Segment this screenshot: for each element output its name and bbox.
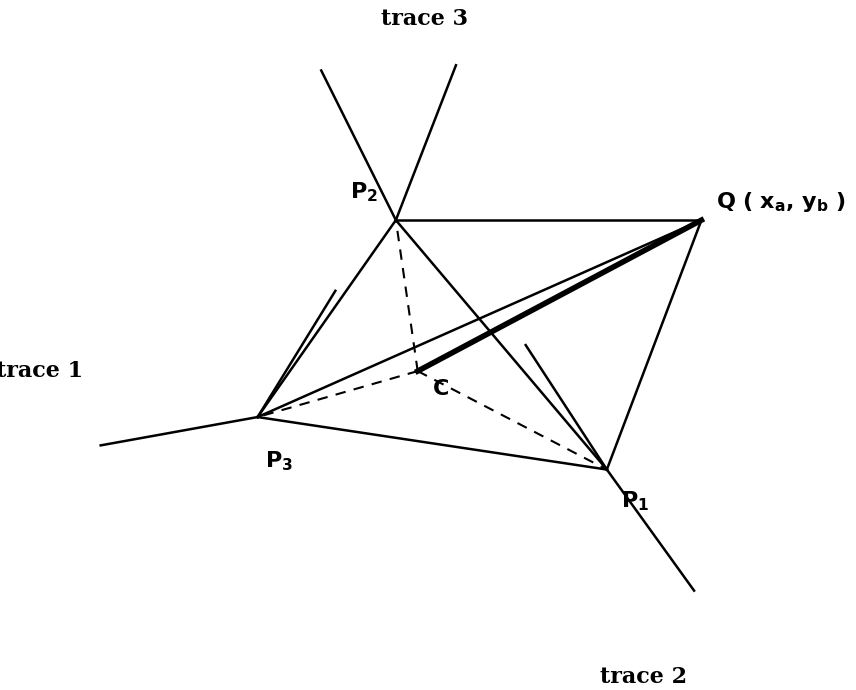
Text: $\mathbf{Q\ (\ x_a,\,y_b\ )}$: $\mathbf{Q\ (\ x_a,\,y_b\ )}$ xyxy=(716,190,846,214)
Text: $\mathbf{P_1}$: $\mathbf{P_1}$ xyxy=(621,489,650,513)
Text: trace 3: trace 3 xyxy=(382,8,468,30)
Text: $\mathbf{P_2}$: $\mathbf{P_2}$ xyxy=(349,180,377,204)
Text: $\mathbf{C}$: $\mathbf{C}$ xyxy=(432,377,449,400)
Text: trace 2: trace 2 xyxy=(600,667,687,689)
Text: trace 1: trace 1 xyxy=(0,360,83,382)
Text: $\mathbf{P_3}$: $\mathbf{P_3}$ xyxy=(265,450,293,473)
